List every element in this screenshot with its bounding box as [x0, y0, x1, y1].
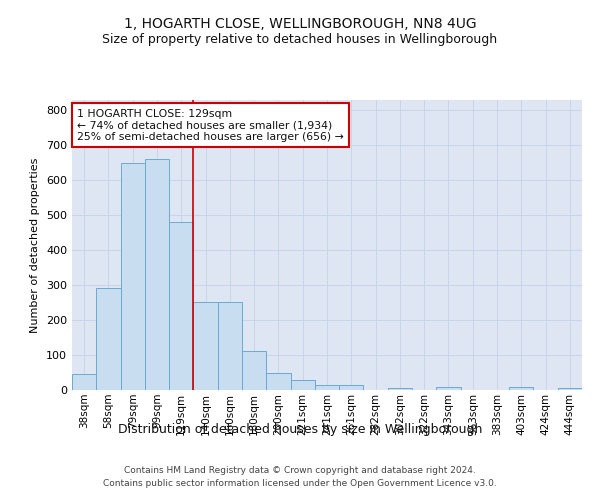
Bar	[266, 372, 290, 390]
Bar	[339, 385, 364, 390]
Text: Size of property relative to detached houses in Wellingborough: Size of property relative to detached ho…	[103, 32, 497, 46]
Bar	[96, 288, 121, 390]
Bar	[218, 302, 242, 390]
Bar	[169, 222, 193, 390]
Text: 1, HOGARTH CLOSE, WELLINGBOROUGH, NN8 4UG: 1, HOGARTH CLOSE, WELLINGBOROUGH, NN8 4U…	[124, 18, 476, 32]
Bar	[558, 388, 582, 390]
Bar	[290, 380, 315, 390]
Bar	[145, 160, 169, 390]
Bar	[315, 385, 339, 390]
Bar	[193, 302, 218, 390]
Text: 1 HOGARTH CLOSE: 129sqm
← 74% of detached houses are smaller (1,934)
25% of semi: 1 HOGARTH CLOSE: 129sqm ← 74% of detache…	[77, 108, 344, 142]
Y-axis label: Number of detached properties: Number of detached properties	[31, 158, 40, 332]
Bar	[242, 350, 266, 390]
Bar	[121, 163, 145, 390]
Text: Contains HM Land Registry data © Crown copyright and database right 2024.
Contai: Contains HM Land Registry data © Crown c…	[103, 466, 497, 487]
Bar	[72, 374, 96, 390]
Text: Distribution of detached houses by size in Wellingborough: Distribution of detached houses by size …	[118, 422, 482, 436]
Bar	[388, 388, 412, 390]
Bar	[509, 387, 533, 390]
Bar	[436, 387, 461, 390]
